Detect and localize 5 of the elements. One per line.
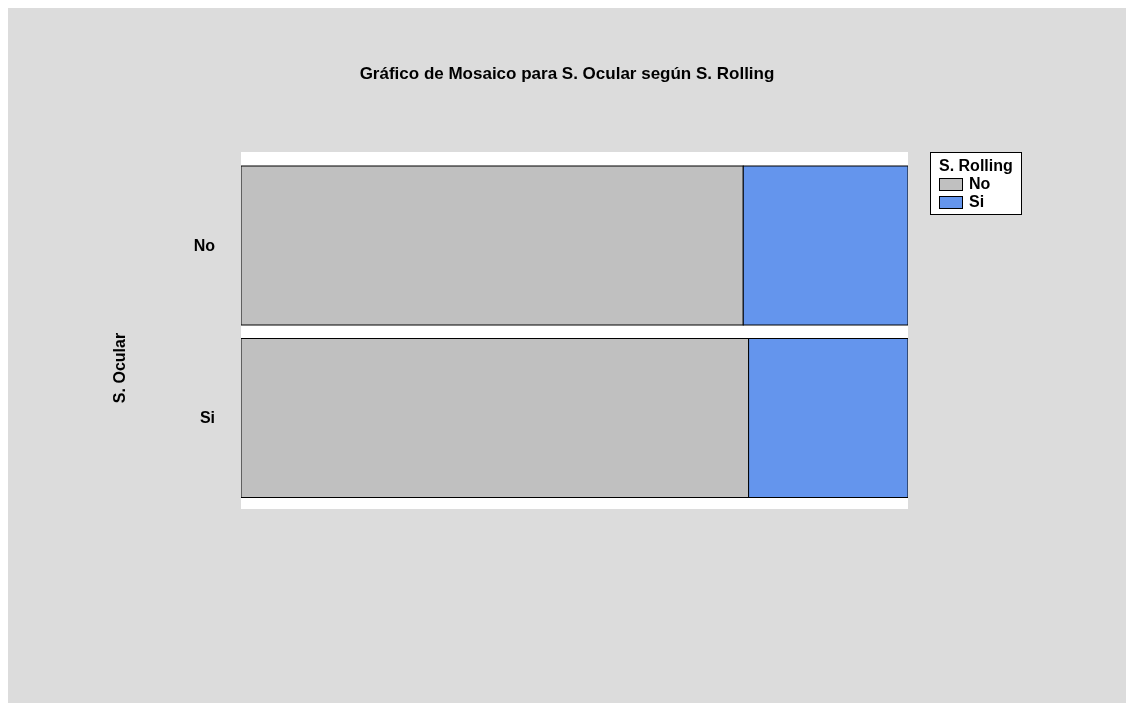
legend-label: Si [968,193,986,211]
chart-title: Gráfico de Mosaico para S. Ocular según S. Rolling [358,64,776,84]
y-axis-title: S. Ocular [111,332,129,404]
legend-title: S. Rolling [939,157,1013,175]
legend-label: No [968,175,992,193]
